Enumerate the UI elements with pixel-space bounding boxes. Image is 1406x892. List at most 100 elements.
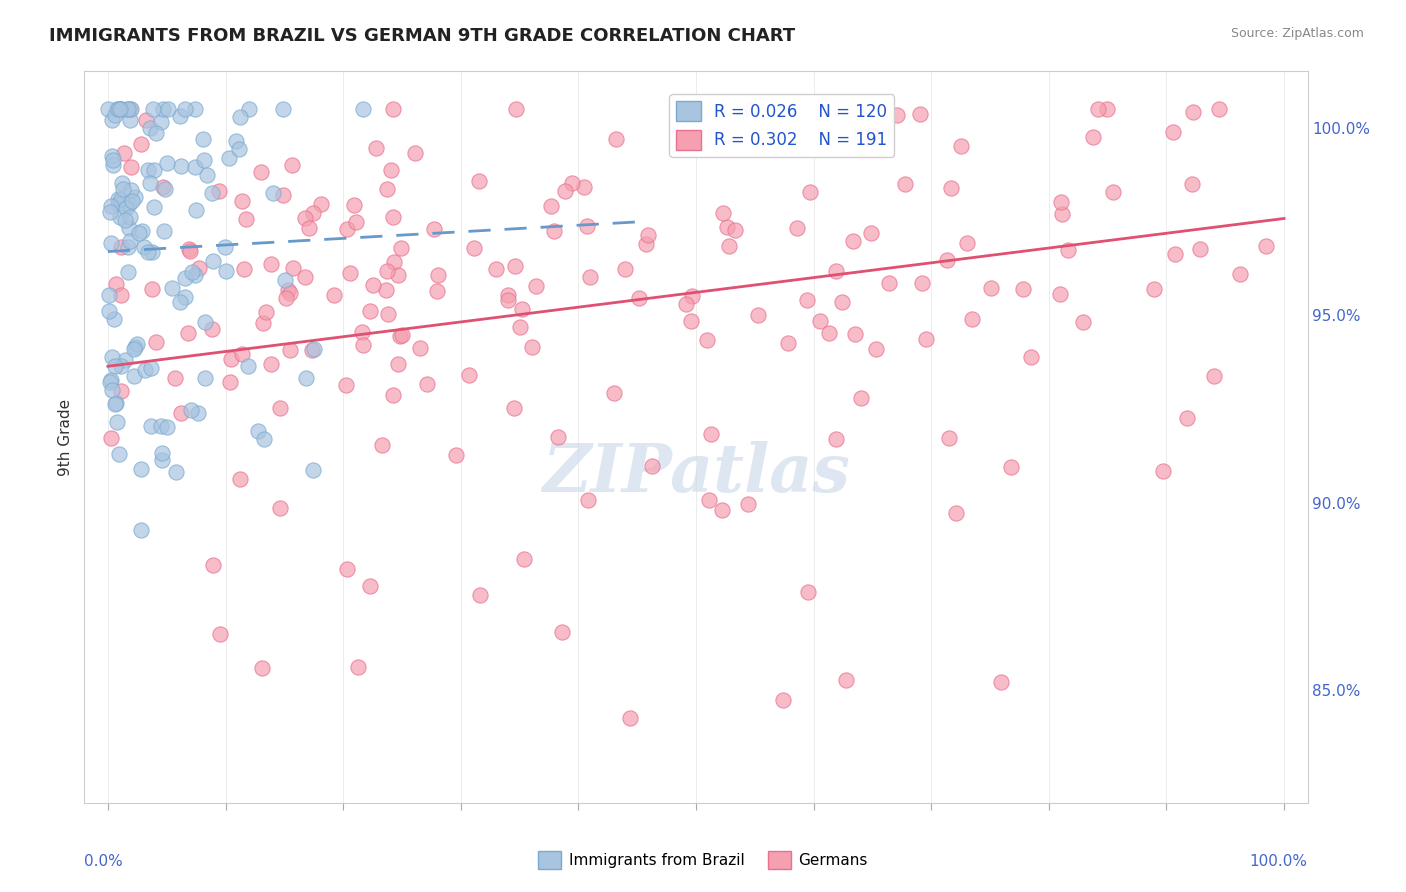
Point [939,181,962,195]
Point [980,281,1002,295]
Text: IMMIGRANTS FROM BRAZIL VS GERMAN 9TH GRADE CORRELATION CHART: IMMIGRANTS FROM BRAZIL VS GERMAN 9TH GRA… [49,27,796,45]
Point [124,190,146,204]
Point [711,503,734,517]
Point [145,127,167,141]
Point [343,198,366,212]
Point [115,201,138,215]
Point [269,501,291,516]
Point [276,291,298,305]
Point [277,284,299,298]
Point [572,180,595,194]
Point [134,363,156,377]
Point [561,177,583,191]
Point [114,212,136,227]
Point [250,660,273,674]
Point [391,328,413,343]
Point [936,252,959,267]
Point [110,192,132,206]
Point [1164,247,1187,261]
Point [150,445,173,459]
Point [177,326,200,341]
Point [835,673,858,687]
Point [637,227,659,242]
Point [183,160,205,174]
Point [97,102,120,116]
Point [274,273,297,287]
Point [336,221,359,235]
Point [101,153,124,167]
Point [457,368,479,383]
Point [1208,102,1230,116]
Point [269,401,291,416]
Point [260,256,283,270]
Point [371,438,394,452]
Point [298,220,321,235]
Point [233,261,256,276]
Point [128,226,150,240]
Point [990,674,1012,689]
Point [381,210,404,224]
Point [503,259,526,273]
Point [776,336,799,351]
Point [675,297,697,311]
Point [470,588,492,602]
Point [122,343,145,357]
Point [524,279,547,293]
Point [179,244,201,258]
Point [142,162,165,177]
Point [170,160,193,174]
Point [547,430,569,444]
Point [388,328,411,343]
Point [208,627,231,641]
Point [1012,282,1035,296]
Point [271,187,294,202]
Point [195,168,218,182]
Point [389,241,412,255]
Point [1143,282,1166,296]
Point [278,343,301,357]
Point [108,102,131,116]
Point [741,102,763,116]
Point [150,452,173,467]
Point [772,693,794,707]
Point [1204,369,1226,384]
Text: 0.0%: 0.0% [84,854,124,869]
Point [108,447,131,461]
Point [696,333,718,347]
Point [302,343,325,357]
Point [711,206,734,220]
Point [117,264,139,278]
Point [1188,242,1211,256]
Point [375,264,398,278]
Point [152,180,174,194]
Point [825,264,848,278]
Point [384,254,406,268]
Point [717,239,740,253]
Point [382,388,405,402]
Point [254,304,277,318]
Point [165,371,187,385]
Legend: R = 0.026    N = 120, R = 0.302    N = 191: R = 0.026 N = 120, R = 0.302 N = 191 [669,95,894,157]
Point [112,182,135,196]
Point [98,304,121,318]
Point [1229,267,1251,281]
Point [120,210,142,224]
Point [141,282,163,296]
Point [100,431,122,445]
Point [361,278,384,293]
Point [1083,130,1105,145]
Point [543,224,565,238]
Point [101,350,124,364]
Point [1182,104,1205,119]
Point [139,121,162,136]
Point [271,102,294,116]
Point [886,107,908,121]
Point [225,134,247,148]
Point [141,245,163,260]
Point [111,176,134,190]
Point [138,176,160,190]
Point [207,184,229,198]
Point [236,359,259,374]
Point [375,182,398,196]
Point [1000,460,1022,475]
